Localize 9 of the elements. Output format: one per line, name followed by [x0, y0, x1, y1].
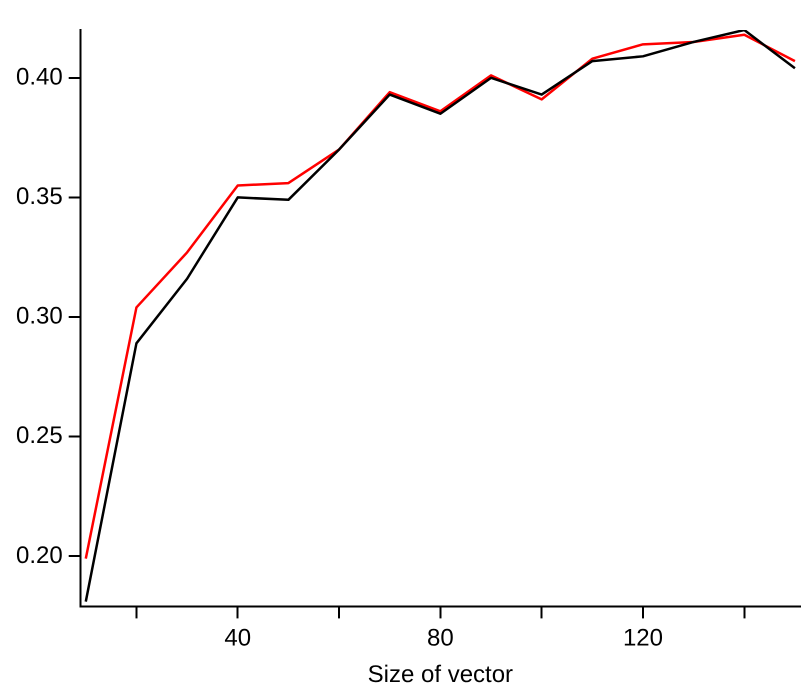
y-tick-label: 0.35 — [16, 183, 63, 210]
y-tick-label: 0.25 — [16, 422, 63, 450]
x-axis-title: Size of vector — [368, 661, 514, 688]
x-tick-label: 120 — [622, 624, 663, 652]
x-tick-label: 80 — [427, 624, 454, 652]
y-tick-label: 0.30 — [16, 302, 63, 330]
x-tick-label: 40 — [224, 624, 252, 652]
y-tick-label: 0.20 — [16, 542, 63, 569]
y-tick-label: 0.40 — [16, 63, 63, 90]
